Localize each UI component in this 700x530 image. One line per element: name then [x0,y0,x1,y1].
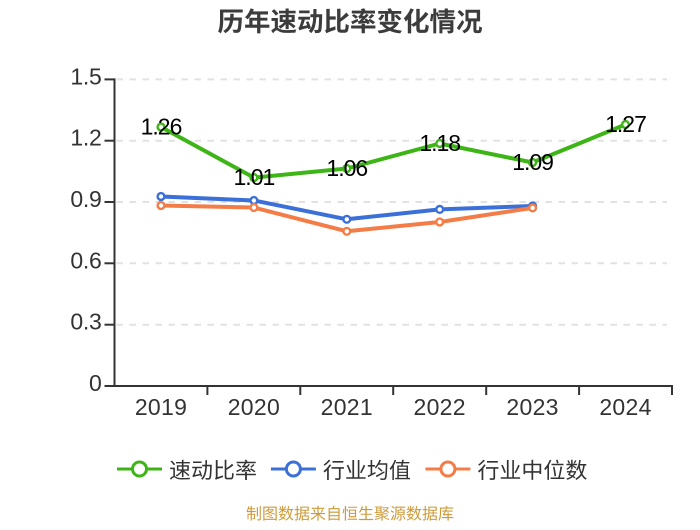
svg-text:1.26: 1.26 [141,113,182,139]
svg-text:2021: 2021 [321,394,373,420]
svg-text:2022: 2022 [414,394,466,420]
svg-text:1.18: 1.18 [419,130,460,156]
svg-text:1.09: 1.09 [512,149,553,175]
svg-text:2024: 2024 [599,394,651,420]
svg-text:1.2: 1.2 [70,125,101,151]
svg-text:1.06: 1.06 [326,155,367,181]
svg-text:1.5: 1.5 [70,63,101,89]
svg-text:0.6: 0.6 [70,247,101,273]
svg-text:0: 0 [89,370,102,396]
svg-text:0.3: 0.3 [70,309,101,335]
svg-text:1.01: 1.01 [234,164,275,190]
svg-text:2019: 2019 [135,394,187,420]
svg-text:2023: 2023 [506,394,558,420]
svg-text:1.27: 1.27 [605,111,646,137]
svg-text:0.9: 0.9 [70,186,101,212]
svg-text:2020: 2020 [228,394,280,420]
